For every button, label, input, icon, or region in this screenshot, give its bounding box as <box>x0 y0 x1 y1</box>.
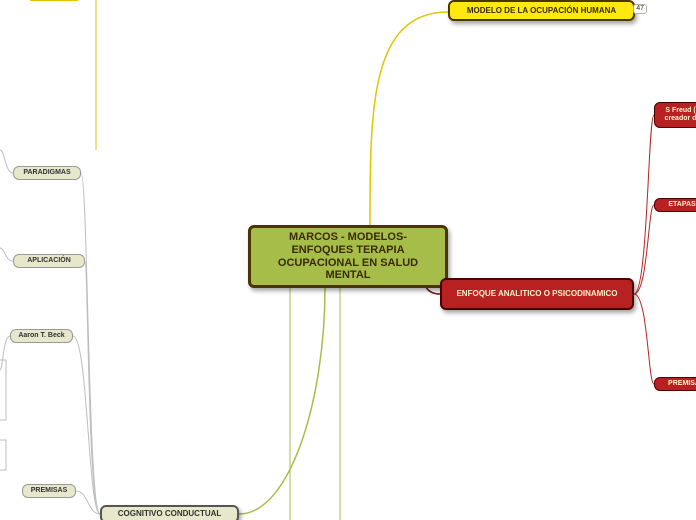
edge-cog-aplicacion <box>85 261 100 514</box>
mindmap-canvas: MARCOS - MODELOS- ENFOQUES TERAPIA OCUPA… <box>0 0 696 520</box>
node-etapas-label: ETAPAS I <box>668 201 696 209</box>
node-freud[interactable]: S Freud (… creador d… <box>654 102 696 128</box>
node-beck-label: Aaron T. Beck <box>18 332 64 340</box>
node-central-label: MARCOS - MODELOS- ENFOQUES TERAPIA OCUPA… <box>257 231 439 282</box>
edge-beck-sub <box>0 336 10 370</box>
node-premisa-right-label: PREMISA <box>668 380 696 388</box>
edge-paradigmas-sub <box>0 150 13 173</box>
node-paradigmas-label: PARADIGMAS <box>23 169 70 177</box>
edge-left-box1 <box>0 360 6 420</box>
node-moh-label: MODELO DE LA OCUPACIÓN HUMANA <box>467 6 616 15</box>
edge-central-cognitivo <box>239 288 325 514</box>
node-freud-label: S Freud (… creador d… <box>661 107 696 123</box>
node-central[interactable]: MARCOS - MODELOS- ENFOQUES TERAPIA OCUPA… <box>248 225 448 288</box>
node-cognitivo-label: COGNITIVO CONDUCTUAL <box>118 509 222 518</box>
node-moh[interactable]: MODELO DE LA OCUPACIÓN HUMANA 47 <box>448 0 635 21</box>
node-aplicacion[interactable]: APLICACIÓN <box>13 254 85 268</box>
node-cognitivo[interactable]: COGNITIVO CONDUCTUAL <box>100 505 239 520</box>
node-paradigmas[interactable]: PARADIGMAS <box>13 166 81 180</box>
edge-analitico-premisa <box>634 294 654 384</box>
node-analitico-label: ENFOQUE ANALITICO O PSICODINAMICO <box>456 289 617 298</box>
edge-cog-paradigmas <box>81 173 100 514</box>
edge-left-box2 <box>0 440 6 470</box>
node-premisas-left[interactable]: PREMISAS <box>22 484 76 498</box>
edge-aplicacion-sub <box>0 248 13 261</box>
node-beck[interactable]: Aaron T. Beck <box>10 329 73 343</box>
edge-analitico-etapas <box>634 205 654 294</box>
edge-analitico-freud <box>634 115 654 294</box>
edge-central-moh <box>370 12 448 225</box>
node-premisas-left-label: PREMISAS <box>31 487 68 495</box>
node-etapas[interactable]: ETAPAS I <box>654 198 696 212</box>
node-aplicacion-label: APLICACIÓN <box>27 257 71 265</box>
node-analitico[interactable]: ENFOQUE ANALITICO O PSICODINAMICO <box>440 278 634 310</box>
attachment-count-badge: 47 <box>633 4 647 14</box>
edge-cog-beck <box>73 336 100 514</box>
node-premisa-right[interactable]: PREMISA <box>654 377 696 391</box>
edge-cog-premisas <box>76 491 100 514</box>
